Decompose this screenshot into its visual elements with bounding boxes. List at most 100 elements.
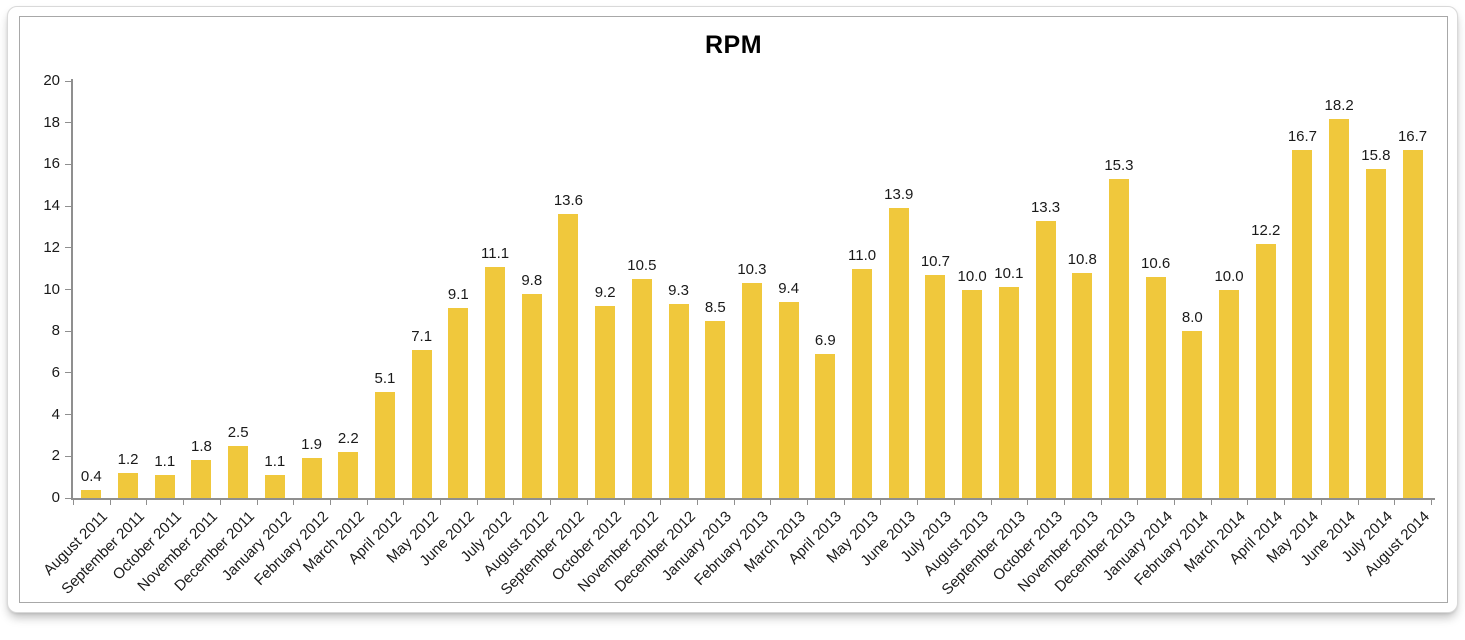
- x-axis-tick: [733, 500, 735, 505]
- bar: [1219, 289, 1240, 498]
- x-axis-tick: [1394, 500, 1396, 505]
- bar-value-label: 1.8: [191, 438, 212, 456]
- bar: [154, 475, 175, 498]
- x-axis-tick: [183, 500, 185, 505]
- chart-canvas: 0 2 4 6 8 10 12 14 16 18 20 0.4 August 2011 1.2 Septem…: [20, 17, 1447, 602]
- x-axis-tick: [403, 500, 405, 505]
- x-axis-tick: [1174, 500, 1175, 505]
- bar-value-label: 2.2: [337, 430, 359, 448]
- bar-value-label: 8.0: [1181, 309, 1203, 327]
- x-axis-tick: [623, 500, 625, 505]
- x-axis-tick: [1100, 500, 1102, 505]
- bar: [81, 489, 102, 498]
- bar-value-label: 15.3: [1104, 156, 1134, 174]
- y-tick-label: 16: [43, 155, 60, 173]
- bar: [741, 283, 762, 498]
- bar-value-label: 10.5: [627, 257, 657, 275]
- bar: [668, 304, 689, 498]
- bar-value-label: 10.6: [1141, 254, 1171, 272]
- bar: [998, 287, 1019, 498]
- y-tick-label: 12: [43, 238, 60, 256]
- bar-value-label: 18.2: [1324, 96, 1354, 114]
- y-axis-tick: [65, 247, 71, 249]
- bar-value-label: 8.5: [704, 298, 726, 316]
- bar: [925, 274, 946, 498]
- bar: [815, 354, 836, 498]
- x-axis-tick: [1027, 500, 1029, 505]
- bar: [1402, 149, 1423, 498]
- bar: [1182, 331, 1203, 498]
- bar: [1108, 178, 1129, 498]
- bar: [1035, 220, 1056, 498]
- x-axis-tick: [1210, 500, 1212, 505]
- bar: [1329, 118, 1350, 498]
- y-tick-label: 10: [43, 280, 60, 298]
- bar-value-label: 2.5: [227, 423, 249, 441]
- bar: [778, 302, 799, 498]
- bar-value-label: 9.1: [447, 286, 469, 304]
- bar-value-label: 13.9: [884, 186, 914, 204]
- bar-value-label: 1.2: [117, 450, 139, 468]
- y-axis-tick: [65, 330, 71, 332]
- x-axis-tick: [1063, 500, 1065, 505]
- y-axis-tick: [65, 122, 71, 124]
- y-tick-label: 8: [51, 322, 60, 340]
- bar-value-label: 7.1: [411, 327, 433, 345]
- bar: [191, 460, 212, 498]
- bar: [1145, 276, 1166, 498]
- x-axis-tick: [696, 500, 698, 505]
- bar-value-label: 9.8: [521, 271, 543, 289]
- x-axis-tick: [1137, 500, 1139, 505]
- x-axis-tick: [1357, 500, 1359, 505]
- bar-value-label: 1.9: [301, 436, 322, 454]
- y-tick-label: 6: [51, 363, 60, 381]
- bar: [411, 349, 432, 498]
- y-axis-line: [71, 79, 73, 500]
- bar: [852, 268, 873, 498]
- y-axis-tick: [65, 80, 71, 82]
- chart-title: RPM: [704, 31, 763, 59]
- chart-card: RPM 0 2 4 6 8 10 12 14 16 18 20 0.4 August 2011 1.2 Se…: [7, 6, 1458, 613]
- x-axis-tick: [513, 500, 515, 505]
- x-axis-tick: [1284, 500, 1286, 505]
- x-axis-tick: [1430, 500, 1432, 505]
- bar-value-label: 15.8: [1361, 146, 1391, 164]
- bar-value-label: 16.7: [1397, 127, 1428, 145]
- x-axis-tick: [1247, 500, 1249, 505]
- y-axis-tick: [65, 372, 71, 374]
- y-axis-tick: [65, 455, 71, 457]
- y-tick-label: 14: [43, 197, 60, 215]
- y-tick-label: 2: [51, 447, 60, 465]
- y-tick-label: 4: [51, 405, 60, 423]
- bar-value-label: 10.3: [737, 261, 767, 279]
- bar: [264, 475, 285, 498]
- x-axis-tick: [990, 500, 992, 505]
- y-tick-label: 20: [43, 72, 60, 89]
- bar: [118, 472, 139, 498]
- x-axis-tick: [293, 500, 295, 505]
- bar-value-label: 1.1: [154, 453, 176, 471]
- x-axis-tick: [440, 500, 441, 505]
- y-tick-label: 0: [51, 489, 60, 506]
- x-axis-tick: [586, 500, 588, 505]
- x-axis-tick: [146, 500, 148, 505]
- y-tick-label: 18: [43, 113, 60, 131]
- bar: [558, 214, 579, 498]
- bar-value-label: 13.3: [1030, 198, 1061, 216]
- bar: [631, 279, 652, 498]
- bar: [888, 208, 909, 498]
- bar-value-label: 1.1: [264, 453, 286, 471]
- x-axis-line: [71, 498, 1435, 500]
- bar: [521, 293, 542, 498]
- bar-value-label: 12.2: [1251, 221, 1281, 239]
- x-axis-tick: [366, 500, 368, 505]
- x-axis-tick: [476, 500, 478, 505]
- x-axis-tick: [329, 500, 331, 505]
- bar-value-label: 13.6: [553, 192, 584, 210]
- bar: [374, 391, 395, 498]
- x-axis-tick: [880, 500, 882, 505]
- bar-value-label: 10.7: [920, 252, 951, 270]
- bar: [1072, 272, 1093, 498]
- bar: [1255, 243, 1276, 498]
- bar-value-label: 11.1: [481, 244, 510, 262]
